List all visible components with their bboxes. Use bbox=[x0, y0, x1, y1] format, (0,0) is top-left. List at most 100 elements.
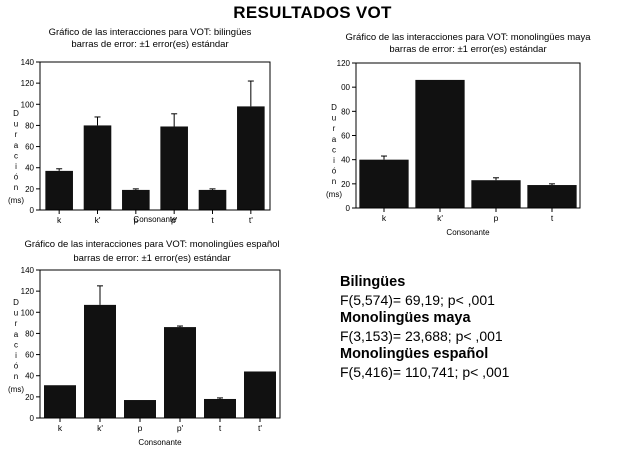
x-tick-label: p' bbox=[177, 423, 184, 433]
y-axis-label-letter: c bbox=[332, 145, 336, 154]
x-tick-label: t bbox=[551, 213, 554, 223]
chart-title: Gráfico de las interacciones para VOT: m… bbox=[345, 32, 591, 43]
y-tick-label: 20 bbox=[25, 393, 34, 402]
x-tick-label: p bbox=[494, 213, 499, 223]
y-axis-label-letter: a bbox=[14, 330, 19, 339]
x-tick-label: t' bbox=[258, 423, 262, 433]
y-axis-label-letter: a bbox=[14, 141, 19, 150]
y-tick-label: 40 bbox=[25, 372, 34, 381]
y-tick-label: 00 bbox=[341, 83, 350, 92]
y-tick-label: 140 bbox=[21, 266, 35, 275]
y-tick-label: 120 bbox=[21, 287, 35, 296]
bar-2 bbox=[84, 304, 116, 418]
y-axis-label-letter: D bbox=[13, 109, 19, 118]
stats-value-bilingues: F(5,574)= 69,19; p< ,001 bbox=[340, 292, 495, 308]
plot-frame bbox=[355, 62, 581, 209]
y-tick-label: 0 bbox=[30, 414, 35, 423]
bar-5 bbox=[198, 189, 227, 210]
y-tick-label: 80 bbox=[341, 107, 350, 116]
stats-group-maya: Monolingües maya bbox=[340, 310, 471, 326]
y-axis-label-letter: ó bbox=[14, 173, 19, 182]
bar-2 bbox=[415, 79, 465, 208]
y-tick-label: 20 bbox=[25, 185, 34, 194]
y-axis-label-unit: (ms) bbox=[8, 196, 24, 205]
y-tick-label: 120 bbox=[21, 79, 35, 88]
chart-title: Gráfico de las interacciones para VOT: m… bbox=[24, 239, 279, 250]
plot-frame bbox=[39, 61, 271, 211]
x-tick-label: k' bbox=[95, 215, 101, 225]
y-tick-label: 80 bbox=[25, 121, 34, 130]
y-axis-label-letter: r bbox=[15, 130, 18, 139]
x-tick-label: p bbox=[133, 215, 138, 225]
y-tick-label: 100 bbox=[21, 100, 35, 109]
x-tick-label: t' bbox=[249, 215, 253, 225]
y-axis-label-letter: n bbox=[332, 177, 336, 186]
x-axis-label: Consonante bbox=[446, 228, 490, 237]
y-axis-label-letter: D bbox=[331, 103, 337, 112]
stats-group-bilingues: Bilingües bbox=[340, 274, 406, 290]
y-axis-label-letter: i bbox=[15, 162, 17, 171]
page-title: RESULTADOS VOT bbox=[233, 3, 392, 22]
y-tick-label: 60 bbox=[25, 143, 34, 152]
bar-1 bbox=[45, 170, 73, 210]
y-axis-label-letter: ó bbox=[332, 167, 337, 176]
x-tick-label: k' bbox=[437, 213, 443, 223]
y-axis-label-letter: u bbox=[14, 120, 18, 129]
bar-3 bbox=[124, 400, 156, 418]
stats-panel: Bilingües F(5,574)= 69,19; p< ,001 Monol… bbox=[340, 273, 509, 381]
y-tick-label: 0 bbox=[30, 206, 35, 215]
y-tick-label: 20 bbox=[341, 180, 350, 189]
x-tick-label: k bbox=[57, 215, 62, 225]
y-tick-label: 40 bbox=[341, 156, 350, 165]
bar-4 bbox=[164, 327, 196, 418]
y-axis-label-unit: (ms) bbox=[8, 385, 24, 394]
y-axis-label-letter: r bbox=[15, 319, 18, 328]
y-tick-label: 100 bbox=[21, 308, 35, 317]
chart-subtitle: barras de error: ±1 error(es) estándar bbox=[71, 39, 228, 50]
plot-frame bbox=[39, 269, 281, 419]
y-axis-label-letter: n bbox=[14, 183, 18, 192]
x-axis-label: Consonante bbox=[133, 215, 177, 224]
y-axis-label-letter: i bbox=[15, 351, 17, 360]
x-tick-label: t bbox=[219, 423, 222, 433]
y-axis-label-letter: a bbox=[332, 135, 337, 144]
chart-subtitle: barras de error: ±1 error(es) estándar bbox=[389, 44, 546, 55]
y-tick-label: 60 bbox=[25, 351, 34, 360]
chart-monolingues-espanol: Gráfico de las interacciones para VOT: m… bbox=[8, 239, 281, 447]
stats-value-espanol: F(5,416)= 110,741; p< ,001 bbox=[340, 364, 510, 380]
chart-bilingues: Gráfico de las interacciones para VOT: b… bbox=[8, 27, 271, 225]
bar-4 bbox=[160, 126, 188, 210]
chart-monolingues-maya: Gráfico de las interacciones para VOT: m… bbox=[326, 32, 591, 237]
bar-5 bbox=[204, 398, 236, 418]
y-axis-label-letter: n bbox=[14, 372, 18, 381]
chart-subtitle: barras de error: ±1 error(es) estándar bbox=[73, 253, 230, 264]
bar-6 bbox=[237, 106, 265, 210]
y-axis-label-letter: r bbox=[333, 124, 336, 133]
x-tick-label: t bbox=[211, 215, 214, 225]
y-axis-label-letter: c bbox=[14, 340, 18, 349]
y-tick-label: 120 bbox=[337, 59, 351, 68]
y-axis-label-letter: u bbox=[14, 309, 18, 318]
bar-1 bbox=[359, 159, 409, 208]
y-tick-label: 80 bbox=[25, 329, 34, 338]
bar-6 bbox=[244, 371, 276, 418]
y-axis-label-unit: (ms) bbox=[326, 190, 342, 199]
chart-title: Gráfico de las interacciones para VOT: b… bbox=[49, 27, 252, 38]
x-tick-label: p bbox=[138, 423, 143, 433]
y-axis-label-letter: i bbox=[333, 156, 335, 165]
bar-1 bbox=[44, 385, 76, 418]
x-tick-label: p' bbox=[171, 215, 178, 225]
stats-group-espanol: Monolingües español bbox=[340, 346, 489, 362]
y-axis-label-letter: D bbox=[13, 298, 19, 307]
x-tick-label: k bbox=[382, 213, 387, 223]
stats-value-maya: F(3,153)= 23,688; p< ,001 bbox=[340, 328, 503, 344]
bar-3 bbox=[471, 180, 521, 208]
y-tick-label: 60 bbox=[341, 132, 350, 141]
y-axis-label-letter: c bbox=[14, 151, 18, 160]
y-tick-label: 140 bbox=[21, 58, 35, 67]
x-tick-label: k' bbox=[97, 423, 103, 433]
x-axis-label: Consonante bbox=[138, 438, 182, 447]
bar-2 bbox=[83, 125, 112, 210]
y-axis-label-letter: ó bbox=[14, 362, 19, 371]
y-tick-label: 0 bbox=[346, 204, 351, 213]
